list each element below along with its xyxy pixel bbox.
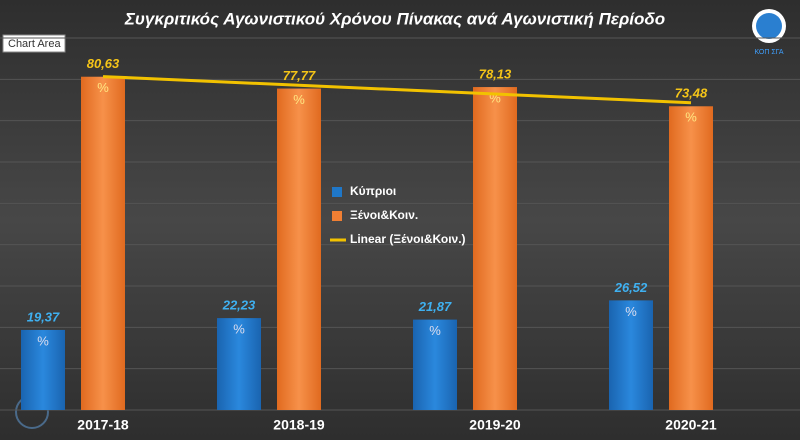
x-tick-label: 2017-18 [77, 417, 129, 433]
x-tick-label: 2019-20 [469, 417, 521, 433]
bar [413, 319, 457, 410]
value-label: 80,63 [87, 56, 120, 71]
bar [81, 76, 125, 410]
value-label-unit: % [293, 92, 305, 107]
x-tick-label: 2020-21 [665, 417, 717, 433]
value-label-unit: % [233, 322, 245, 337]
value-label: 73,48 [675, 86, 708, 101]
bar [473, 87, 517, 410]
chart-title: Συγκριτικός Αγωνιστικού Χρόνου Πίνακας α… [124, 9, 665, 28]
x-tick-label: 2018-19 [273, 417, 325, 433]
value-label: 78,13 [479, 67, 512, 82]
trend-line [102, 75, 692, 105]
value-label: 26,52 [614, 280, 648, 295]
legend-label: Linear (Ξένοι&Κοιν.) [350, 232, 466, 246]
value-label-unit: % [685, 110, 697, 125]
bar [609, 300, 653, 410]
bar [669, 106, 713, 411]
legend-label: Ξένοι&Κοιν. [350, 208, 418, 222]
legend-swatch [332, 211, 342, 221]
logo-inner [756, 13, 782, 39]
bar [21, 329, 65, 410]
value-label: 22,23 [222, 298, 256, 313]
tooltip-box [2, 34, 66, 53]
legend-label: Κύπριοι [350, 184, 396, 198]
legend-swatch [332, 187, 342, 197]
value-label-unit: % [429, 323, 441, 338]
value-label: 19,37 [27, 309, 60, 324]
bar [277, 88, 321, 411]
logo-text: ΚΟΠ ΣΓΑ [754, 49, 783, 56]
value-label-unit: % [625, 304, 637, 319]
value-label: 77,77 [283, 68, 316, 83]
tooltip: Chart Area [8, 38, 61, 50]
bar [217, 318, 261, 410]
value-label-unit: % [97, 80, 109, 95]
value-label: 21,87 [418, 299, 452, 314]
value-label-unit: % [37, 333, 49, 348]
